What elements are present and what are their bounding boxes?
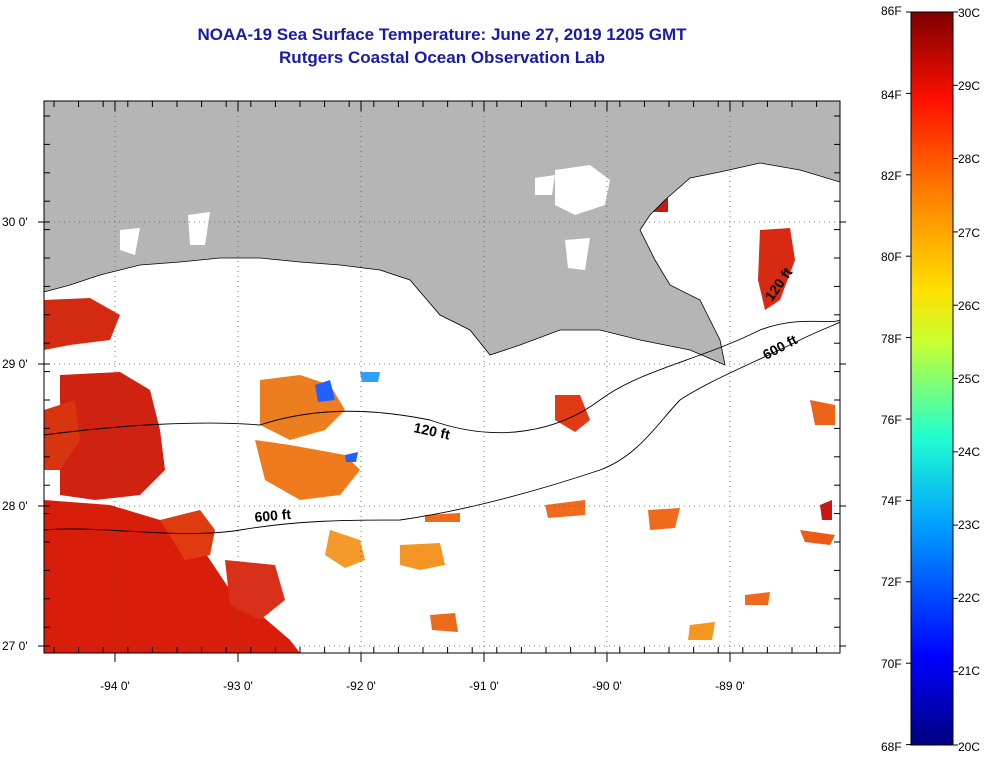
lake-sabine — [120, 228, 140, 255]
colorbar-label-f: 84F — [881, 88, 902, 102]
x-tick-label: -91 0' — [469, 679, 499, 693]
colorbar-label-c: 27C — [958, 226, 981, 240]
colorbar-label-f: 70F — [881, 657, 902, 671]
sst-patches — [44, 198, 835, 653]
x-tick-label: -93 0' — [223, 679, 253, 693]
y-tick-label: 27 0' — [2, 639, 28, 653]
land-mass — [44, 101, 840, 366]
map-subtitle: Rutgers Coastal Ocean Observation Lab — [279, 48, 605, 67]
colorbar-label-c: 20C — [958, 740, 981, 754]
lake-calcasieu — [188, 212, 210, 245]
colorbar-label-c: 22C — [958, 591, 981, 605]
axis-ticks — [38, 101, 846, 662]
chandeleur-sound — [690, 180, 745, 215]
colorbar-label-f: 72F — [881, 575, 902, 589]
colorbar-label-c: 29C — [958, 79, 981, 93]
map-frame — [43, 100, 841, 654]
lake-salvador — [565, 238, 590, 270]
colorbar-label-c: 25C — [958, 372, 981, 386]
lake-pontchartrain — [555, 165, 610, 215]
colorbar-label-c: 21C — [958, 664, 981, 678]
x-tick-label: -89 0' — [715, 679, 745, 693]
colorbar-label-f: 74F — [881, 494, 902, 508]
colorbar-label-c: 24C — [958, 445, 981, 459]
x-tick-label: -90 0' — [592, 679, 622, 693]
contour-label-600ft: 600 ft — [254, 506, 292, 525]
contour-600ft — [44, 321, 840, 534]
colorbar-label-c: 28C — [958, 152, 981, 166]
colorbar-label-f: 80F — [881, 250, 902, 264]
x-tick-label: -94 0' — [100, 679, 130, 693]
x-tick-label: -92 0' — [346, 679, 376, 693]
y-tick-label: 30 0' — [2, 215, 28, 229]
colorbar-label-f: 76F — [881, 413, 902, 427]
lake-maurepas — [535, 175, 555, 195]
colorbar-label-f: 82F — [881, 169, 902, 183]
colorbar-label-f: 78F — [881, 332, 902, 346]
y-tick-label: 28 0' — [2, 499, 28, 513]
colorbar-ticks — [906, 11, 958, 746]
colorbar — [910, 11, 954, 746]
colorbar-label-c: 23C — [958, 518, 981, 532]
colorbar-label-c: 26C — [958, 299, 981, 313]
y-tick-label: 29 0' — [2, 357, 28, 371]
lat-lon-grid — [44, 101, 840, 653]
colorbar-label-f: 68F — [881, 740, 902, 754]
colorbar-label-c: 30C — [958, 6, 981, 20]
map-title: NOAA-19 Sea Surface Temperature: June 27… — [197, 25, 687, 44]
contour-120ft — [44, 319, 840, 436]
contour-label-120ft: 120 ft — [412, 419, 451, 442]
colorbar-label-f: 86F — [881, 4, 902, 18]
